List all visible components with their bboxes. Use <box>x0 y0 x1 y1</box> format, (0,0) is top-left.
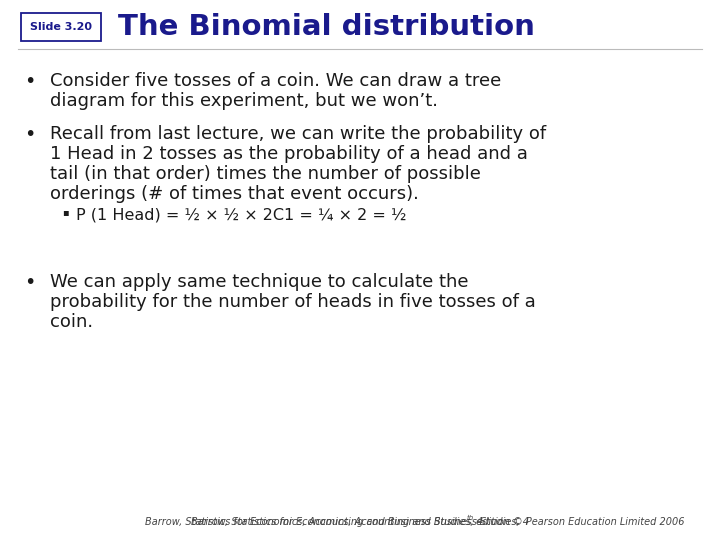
Text: probability for the number of heads in five tosses of a: probability for the number of heads in f… <box>50 293 536 311</box>
Text: We can apply same technique to calculate the: We can apply same technique to calculate… <box>50 273 469 291</box>
Text: Consider five tosses of a coin. We can draw a tree: Consider five tosses of a coin. We can d… <box>50 72 501 90</box>
Text: Recall from last lecture, we can write the probability of: Recall from last lecture, we can write t… <box>50 125 546 143</box>
Text: 1 Head in 2 tosses as the probability of a head and a: 1 Head in 2 tosses as the probability of… <box>50 145 528 163</box>
Text: th: th <box>467 515 474 521</box>
Text: Barrow, Statistics for Economics, Accounting and Business Studies, 4: Barrow, Statistics for Economics, Accoun… <box>145 517 483 527</box>
FancyBboxPatch shape <box>21 13 101 41</box>
Text: •: • <box>24 72 35 91</box>
Text: tail (in that order) times the number of possible: tail (in that order) times the number of… <box>50 165 481 183</box>
Text: edition © Pearson Education Limited 2006: edition © Pearson Education Limited 2006 <box>473 517 685 527</box>
Text: orderings (# of times that event occurs).: orderings (# of times that event occurs)… <box>50 185 419 203</box>
Text: Slide 3.20: Slide 3.20 <box>30 22 92 32</box>
Text: coin.: coin. <box>50 313 93 331</box>
Text: •: • <box>24 273 35 292</box>
Text: diagram for this experiment, but we won’t.: diagram for this experiment, but we won’… <box>50 92 438 110</box>
Text: Barrow, Statistics for Economics, Accounting and Business Studies, 4: Barrow, Statistics for Economics, Accoun… <box>191 517 529 527</box>
Text: P (1 Head) = ½ × ½ × 2C1 = ¼ × 2 = ½: P (1 Head) = ½ × ½ × 2C1 = ¼ × 2 = ½ <box>76 207 407 222</box>
Text: •: • <box>24 125 35 144</box>
Text: ▪: ▪ <box>62 207 68 217</box>
Text: The Binomial distribution: The Binomial distribution <box>118 13 535 41</box>
